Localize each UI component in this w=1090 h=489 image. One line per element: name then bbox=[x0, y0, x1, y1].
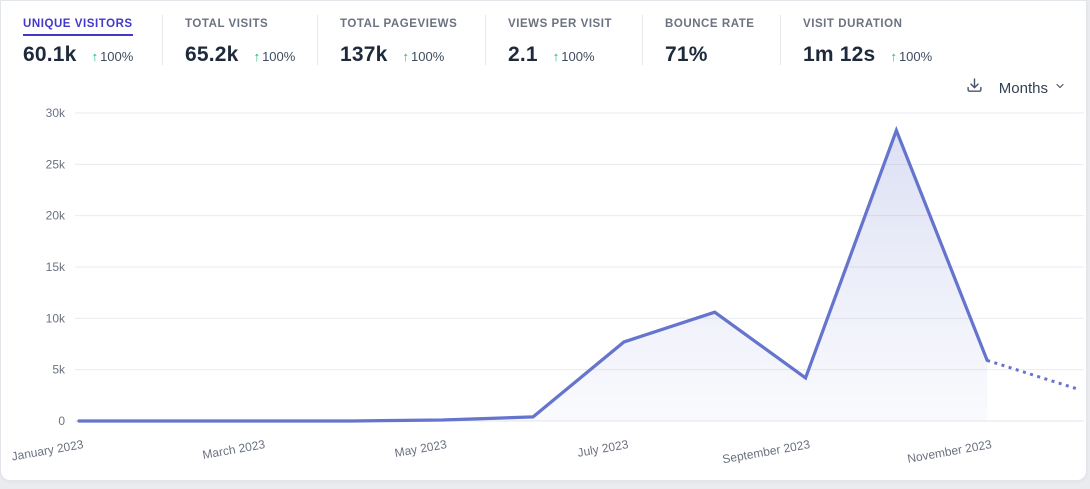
x-axis-label: May 2023 bbox=[393, 437, 448, 460]
metric-label: TOTAL PAGEVIEWS bbox=[340, 18, 458, 30]
x-axis-label: January 2023 bbox=[10, 437, 84, 463]
chart-line-solid bbox=[77, 125, 989, 423]
divider bbox=[642, 15, 643, 65]
up-arrow-icon: ↑ bbox=[402, 48, 410, 64]
up-arrow-icon: ↑ bbox=[552, 48, 560, 64]
chart-area-fill bbox=[79, 130, 988, 421]
chevron-down-icon bbox=[1054, 79, 1066, 97]
metric-visit-duration[interactable]: VISIT DURATION 1m 12s ↑ 100% bbox=[781, 14, 1086, 67]
metric-value: 65.2k bbox=[185, 42, 239, 66]
divider bbox=[780, 15, 781, 65]
up-arrow-icon: ↑ bbox=[890, 48, 897, 64]
metric-change: ↑ 100% bbox=[402, 48, 445, 64]
divider bbox=[162, 15, 163, 65]
download-icon bbox=[966, 77, 983, 99]
metric-change: ↑ 100% bbox=[91, 48, 134, 64]
metric-value: 71% bbox=[665, 42, 708, 66]
x-axis-label: July 2023 bbox=[576, 437, 629, 460]
metric-total-visits[interactable]: TOTAL VISITS 65.2k ↑ 100% bbox=[163, 14, 317, 67]
metric-label: BOUNCE RATE bbox=[665, 18, 755, 30]
metric-label: UNIQUE VISITORS bbox=[23, 18, 133, 36]
divider bbox=[317, 15, 318, 65]
metric-value: 60.1k bbox=[23, 42, 77, 66]
chart-line-dashed bbox=[986, 358, 1079, 391]
metric-change bbox=[723, 49, 725, 64]
metric-change: ↑ 100% bbox=[552, 48, 595, 64]
metric-label: VISIT DURATION bbox=[803, 18, 903, 30]
x-axis-label: March 2023 bbox=[201, 437, 266, 462]
y-axis-label: 15k bbox=[46, 260, 66, 274]
y-axis-label: 10k bbox=[46, 311, 66, 325]
y-axis-label: 0 bbox=[58, 414, 65, 428]
metric-total-pageviews[interactable]: TOTAL PAGEVIEWS 137k ↑ 100% bbox=[318, 14, 485, 67]
metric-unique-visitors[interactable]: UNIQUE VISITORS 60.1k ↑ 100% bbox=[1, 14, 162, 67]
y-axis-label: 5k bbox=[52, 363, 66, 377]
metric-value: 137k bbox=[340, 42, 388, 66]
divider bbox=[485, 15, 486, 65]
up-arrow-icon: ↑ bbox=[253, 48, 261, 64]
metric-value: 2.1 bbox=[508, 42, 538, 66]
x-axis-label: November 2023 bbox=[906, 437, 993, 466]
metric-bounce-rate[interactable]: BOUNCE RATE 71% bbox=[643, 14, 780, 67]
chart-controls: Months bbox=[966, 77, 1066, 99]
y-axis-label: 25k bbox=[46, 157, 66, 171]
metric-label: TOTAL VISITS bbox=[185, 18, 269, 30]
metric-views-per-visit[interactable]: VIEWS PER VISIT 2.1 ↑ 100% bbox=[486, 14, 642, 67]
metric-change: ↑ 100% bbox=[253, 48, 296, 64]
metric-label: VIEWS PER VISIT bbox=[508, 18, 613, 30]
x-axis-label: September 2023 bbox=[721, 437, 811, 466]
up-arrow-icon: ↑ bbox=[91, 48, 99, 64]
metric-value: 1m 12s bbox=[803, 42, 876, 66]
interval-dropdown[interactable]: Months bbox=[999, 79, 1066, 97]
y-axis-label: 20k bbox=[46, 209, 66, 223]
metric-change: ↑ 100% bbox=[890, 48, 933, 64]
y-axis-label: 30k bbox=[46, 106, 66, 120]
top-stats-bar: UNIQUE VISITORS 60.1k ↑ 100% TOTAL VISITS… bbox=[1, 1, 1086, 67]
interval-label: Months bbox=[998, 79, 1048, 97]
download-button[interactable] bbox=[966, 77, 983, 99]
